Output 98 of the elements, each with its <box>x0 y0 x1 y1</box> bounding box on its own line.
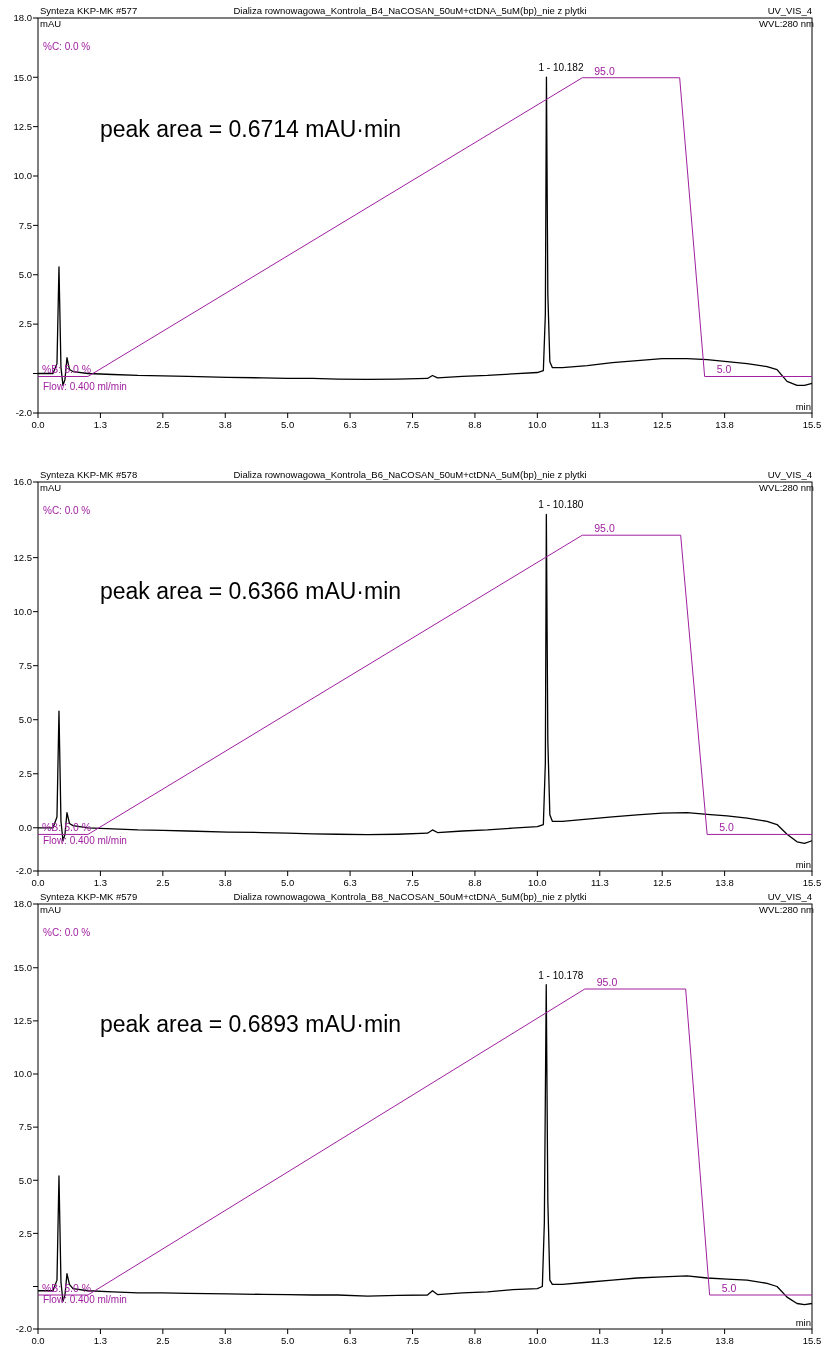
y-tick-label: 15.0 <box>13 962 32 974</box>
annotation: %C: 0.0 % <box>43 505 91 516</box>
chart-title: Dializa rownowagowa_Kontrola_B6_NaCOSAN_50uM+ctDNA_5uM(bp)_nie z plytki <box>233 469 587 480</box>
text: UV_VIS_4 <box>767 5 812 16</box>
x-tick-label: 15.5 <box>802 419 822 430</box>
x-tick-label: 2.5 <box>156 877 170 888</box>
x-tick-label: 6.3 <box>343 877 357 888</box>
y-tick-label: 12.5 <box>13 1015 32 1027</box>
x-tick-label: 3.8 <box>218 419 232 430</box>
text: Synteza KKP-MK #578 <box>40 469 138 480</box>
data-label: 5.0 <box>716 363 732 376</box>
annotation: WVL:280 nm <box>759 904 815 915</box>
x-tick-label: 8.8 <box>468 877 482 888</box>
annotation: 1 - 10.182 <box>538 62 584 74</box>
y-tick-label: 10.0 <box>13 1068 32 1080</box>
data-label: 95.0 <box>596 976 618 988</box>
x-axis-title: min <box>795 859 811 870</box>
x-tick-label: 12.5 <box>652 1335 672 1346</box>
data-label: 5.0 <box>721 1282 737 1294</box>
y-tick-label: 15.0 <box>13 71 32 83</box>
data-label: 95.0 <box>594 64 615 77</box>
x-tick-label: 6.3 <box>343 1335 357 1346</box>
y-tick-label: 2.5 <box>18 768 32 780</box>
chart-title: Dializa rownowagowa_Kontrola_B4_NaCOSAN_50uM+ctDNA_5uM(bp)_nie z plytki <box>233 5 587 16</box>
x-tick-label: 5.0 <box>281 877 295 888</box>
x-tick-label: 12.5 <box>652 419 672 430</box>
x-tick-label: 8.8 <box>468 1335 482 1346</box>
data-label: 95.0 <box>594 522 615 535</box>
y-tick-label: 12.5 <box>13 551 32 563</box>
y-axis-title: mAU <box>40 482 62 493</box>
x-tick-label: 13.8 <box>715 419 734 430</box>
annotation: 1 - 10.180 <box>538 499 584 511</box>
text: Synteza KKP-MK #577 <box>40 5 138 16</box>
x-tick-label: 7.5 <box>405 1335 420 1346</box>
y-tick-label: 16.0 <box>13 476 32 488</box>
y-tick-label: 10.0 <box>13 170 32 182</box>
y-tick-label: 2.5 <box>18 1227 32 1239</box>
x-tick-label: 11.3 <box>590 877 609 888</box>
x-tick-label: 1.3 <box>93 419 108 430</box>
y-tick-label: -2.0 <box>15 407 32 419</box>
x-tick-label: 10.0 <box>528 877 547 888</box>
x-tick-label: 11.3 <box>590 1335 609 1346</box>
y-tick-label: 18.0 <box>13 898 32 910</box>
text: UV_VIS_4 <box>767 469 812 480</box>
x-tick-label: 0.0 <box>31 1335 45 1346</box>
text: UV_VIS_4 <box>767 891 812 902</box>
annotation: %C: 0.0 % <box>43 927 91 938</box>
x-tick-label: 15.5 <box>802 1335 822 1346</box>
x-axis-title: min <box>795 401 811 412</box>
x-tick-label: 2.5 <box>156 419 170 430</box>
annotation: Flow: 0.400 ml/min <box>43 380 127 392</box>
y-tick-label: 0.0 <box>18 822 32 834</box>
y-tick-label: 18.0 <box>13 12 32 24</box>
x-tick-label: 6.3 <box>343 419 357 430</box>
x-tick-label: 7.5 <box>405 419 420 430</box>
x-tick-label: 2.5 <box>156 1335 170 1346</box>
y-tick-label: -2.0 <box>15 865 32 877</box>
annotation: peak area = 0.6366 mAU·min <box>100 577 402 604</box>
y-axis-title: mAU <box>40 18 62 29</box>
y-axis-title: mAU <box>40 904 62 915</box>
x-tick-label: 8.8 <box>468 419 482 430</box>
x-tick-label: 13.8 <box>715 877 734 888</box>
y-tick-label: -2.0 <box>15 1323 32 1335</box>
annotation: Flow: 0.400 ml/min <box>43 834 127 846</box>
x-tick-label: 10.0 <box>528 419 547 430</box>
x-tick-label: 13.8 <box>715 1335 734 1346</box>
x-tick-label: 12.5 <box>652 877 672 888</box>
x-tick-label: 1.3 <box>93 1335 108 1346</box>
annotation: 1 - 10.178 <box>538 969 584 981</box>
x-tick-label: 1.3 <box>93 877 108 888</box>
text: Synteza KKP-MK #579 <box>40 891 138 902</box>
annotation: peak area = 0.6714 mAU·min <box>100 115 402 142</box>
data-label: 5.0 <box>719 821 734 834</box>
x-tick-label: 7.5 <box>405 877 420 888</box>
x-tick-label: 0.0 <box>31 419 45 430</box>
x-tick-label: 15.5 <box>802 877 822 888</box>
x-tick-label: 5.0 <box>281 419 295 430</box>
x-tick-label: 3.8 <box>218 877 232 888</box>
y-tick-label: 7.5 <box>18 660 32 672</box>
y-tick-label: 2.5 <box>18 318 32 330</box>
annotation: %C: 0.0 % <box>43 41 91 52</box>
x-tick-label: 11.3 <box>590 419 609 430</box>
y-tick-label: 7.5 <box>18 219 32 231</box>
y-tick-label: 7.5 <box>18 1121 32 1133</box>
y-tick-label: 5.0 <box>18 1174 32 1186</box>
y-tick-label: 5.0 <box>18 269 32 281</box>
y-tick-label: 10.0 <box>13 605 32 617</box>
y-tick-label: 5.0 <box>18 714 32 726</box>
chart-title: Dializa rownowagowa_Kontrola_B8_NaCOSAN_50uM+ctDNA_5uM(bp)_nie z plytki <box>233 891 587 902</box>
x-axis-title: min <box>795 1317 811 1328</box>
x-tick-label: 5.0 <box>281 1335 295 1346</box>
annotation: WVL:280 nm <box>759 18 815 29</box>
annotation: peak area = 0.6893 mAU·min <box>100 1010 402 1037</box>
x-tick-label: 10.0 <box>528 1335 547 1346</box>
x-tick-label: 0.0 <box>31 877 45 888</box>
annotation: WVL:280 nm <box>759 482 815 493</box>
x-tick-label: 3.8 <box>218 1335 232 1346</box>
y-tick-label: 12.5 <box>13 120 32 132</box>
